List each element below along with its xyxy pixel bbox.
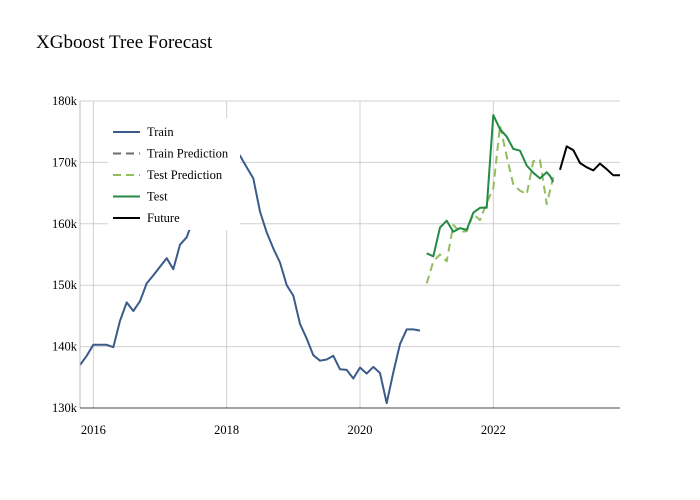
- legend-label: Train: [147, 125, 174, 139]
- x-tick-label: 2018: [214, 423, 239, 437]
- y-tick-label: 160k: [52, 217, 78, 231]
- legend-item-train-prediction[interactable]: Train Prediction: [113, 147, 229, 161]
- chart-title: XGboost Tree Forecast: [36, 32, 213, 53]
- x-tick-label: 2022: [481, 423, 506, 437]
- legend-label: Test Prediction: [147, 168, 223, 182]
- legend-label: Test: [147, 190, 168, 204]
- legend-item-test-prediction[interactable]: Test Prediction: [113, 168, 223, 182]
- x-tick-label: 2016: [81, 423, 106, 437]
- series-lines: [79, 114, 620, 405]
- series-line-test-prediction: [425, 124, 555, 284]
- legend-item-test[interactable]: Test: [113, 190, 168, 204]
- y-tick-label: 140k: [52, 340, 78, 354]
- legend-label: Train Prediction: [147, 147, 229, 161]
- series-line-test: [426, 114, 555, 258]
- x-tick-label: 2020: [348, 423, 373, 437]
- y-tick-label: 170k: [52, 155, 78, 169]
- series-line-train: [79, 154, 421, 405]
- series-line-future: [559, 145, 620, 177]
- y-tick-label: 150k: [52, 278, 78, 292]
- legend[interactable]: Train Train Prediction Test Prediction Test…: [113, 125, 229, 225]
- legend-label: Future: [147, 211, 180, 225]
- y-tick-label: 130k: [52, 401, 78, 415]
- legend-item-train[interactable]: Train: [113, 125, 174, 139]
- axes: 130k 140k 150k 160k 170k 180k 2016 2018 2020 2022: [52, 94, 620, 437]
- legend-item-future[interactable]: Future: [113, 211, 180, 225]
- y-tick-label: 180k: [52, 94, 78, 108]
